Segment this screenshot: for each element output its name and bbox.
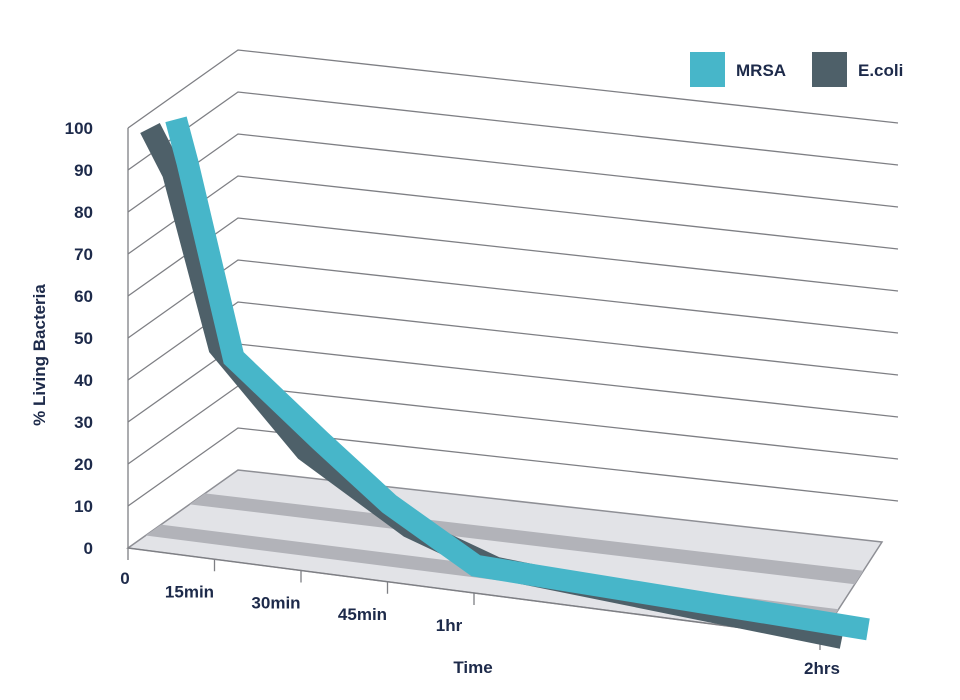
gridline-50: [127, 259, 899, 339]
y-tick-label-40: 40: [74, 371, 93, 390]
x-tick-label-2: 30min: [251, 594, 300, 613]
gridline-40: [127, 301, 899, 381]
series-ribbons: [140, 116, 870, 649]
y-tick-label-30: 30: [74, 413, 93, 432]
y-axis-title: % Living Bacteria: [30, 284, 49, 426]
gridline-70: [127, 175, 899, 255]
x-tick-label-0: 0: [120, 569, 129, 588]
floor-band-1: [189, 493, 864, 585]
gridline-20: [127, 385, 899, 465]
y-tick-label-90: 90: [74, 161, 93, 180]
axes: [127, 128, 821, 650]
y-tick-label-100: 100: [65, 119, 93, 138]
gridline-80: [127, 133, 899, 213]
x-tick-labels: 0 15min 30min 45min 1hr 2hrs: [120, 569, 840, 678]
legend-label-mrsa: MRSA: [736, 61, 786, 80]
legend: MRSA E.coli: [690, 52, 903, 87]
y-tick-label-10: 10: [74, 497, 93, 516]
legend-label-ecoli: E.coli: [858, 61, 903, 80]
y-tick-label-50: 50: [74, 329, 93, 348]
gridline-90: [127, 91, 899, 171]
y-tick-labels: 0 10 20 30 40 50 60 70 80 90 100: [65, 119, 93, 558]
y-tick-label-70: 70: [74, 245, 93, 264]
x-tick-label-1: 15min: [165, 582, 214, 601]
y-tick-label-60: 60: [74, 287, 93, 306]
x-tick-label-4: 1hr: [436, 616, 463, 635]
legend-swatch-ecoli: [812, 52, 847, 87]
x-tick-label-3: 45min: [338, 605, 387, 624]
gridline-100: [127, 49, 899, 129]
gridline-60: [127, 217, 899, 297]
y-tick-label-0: 0: [84, 539, 93, 558]
y-tick-label-20: 20: [74, 455, 93, 474]
legend-swatch-mrsa: [690, 52, 725, 87]
x-axis-title: Time: [453, 658, 492, 677]
gridlines: [127, 49, 899, 507]
y-tick-label-80: 80: [74, 203, 93, 222]
series-mrsa-ribbon: [165, 116, 870, 641]
x-tick-label-5: 2hrs: [804, 659, 840, 678]
gridline-10: [127, 427, 899, 507]
